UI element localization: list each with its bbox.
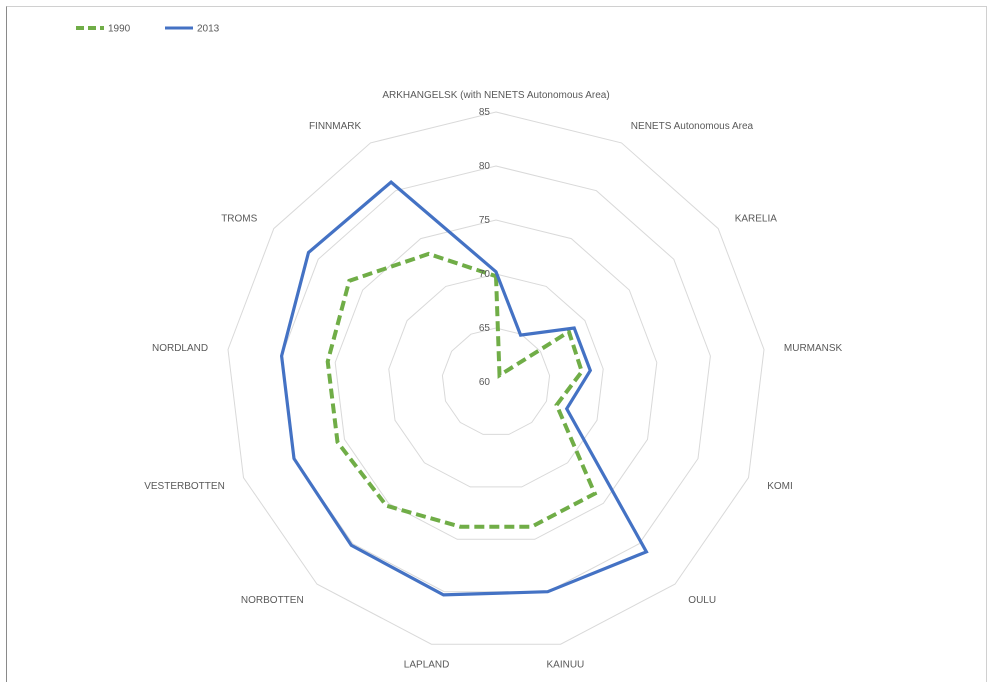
category-labels: ARKHANGELSK (with NENETS Autonomous Area… (144, 90, 842, 671)
grid-layer (227, 111, 765, 645)
tick-labels: 60 65 70 75 80 85 (479, 107, 491, 388)
series-line-1990 (325, 251, 598, 529)
category-label-6: KAINUU (547, 660, 585, 671)
legend: 1990 2013 (76, 24, 220, 35)
category-label-10: NORDLAND (152, 343, 208, 354)
grid-ring-70 (388, 273, 604, 488)
category-label-12: FINNMARK (309, 121, 362, 132)
tick-label-70: 70 (479, 269, 491, 280)
category-label-8: NORBOTTEN (241, 595, 304, 606)
grid-ring-85 (227, 111, 765, 645)
category-label-9: VESTERBOTTEN (144, 481, 225, 492)
tick-label-75: 75 (479, 215, 491, 226)
series-line-2013 (279, 179, 649, 597)
category-label-2: KARELIA (735, 213, 778, 224)
grid-ring-65 (441, 327, 551, 435)
tick-label-80: 80 (479, 161, 491, 172)
category-label-3: MURMANSK (784, 343, 843, 354)
grid-ring-75 (334, 219, 658, 540)
category-label-5: OULU (688, 595, 716, 606)
legend-label-1990: 1990 (108, 24, 131, 35)
category-label-1: NENETS Autonomous Area (631, 121, 754, 132)
tick-label-85: 85 (479, 107, 491, 118)
tick-label-65: 65 (479, 323, 491, 334)
tick-label-60: 60 (479, 377, 491, 388)
series-layer (279, 179, 649, 597)
category-label-11: TROMS (221, 213, 257, 224)
legend-label-2013: 2013 (197, 24, 220, 35)
category-label-4: KOMI (767, 481, 793, 492)
category-label-0: ARKHANGELSK (with NENETS Autonomous Area… (382, 90, 609, 101)
category-label-7: LAPLAND (404, 660, 450, 671)
